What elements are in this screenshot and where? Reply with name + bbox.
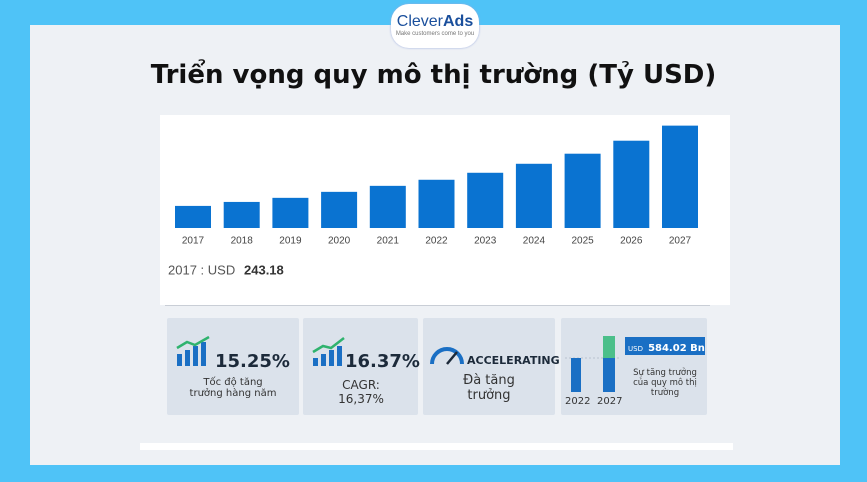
logo-name: Ads bbox=[443, 13, 474, 30]
bar bbox=[564, 153, 601, 228]
divider bbox=[165, 305, 710, 306]
bar bbox=[662, 125, 698, 228]
bar bbox=[321, 191, 358, 228]
bar bbox=[613, 140, 650, 228]
icon bbox=[176, 336, 210, 366]
card-label: Tốc độ tăng trưởng hàng năm bbox=[189, 377, 277, 399]
chart-title: Triển vọng quy mô thị trường (Tỷ USD) bbox=[150, 60, 717, 90]
logo: CleverAds Make customers come to you bbox=[391, 4, 479, 48]
card-year: 2022 bbox=[565, 396, 591, 407]
icon bbox=[312, 337, 345, 366]
bar bbox=[467, 172, 504, 228]
x-tick-label: 2023 bbox=[474, 236, 497, 247]
icon bbox=[565, 336, 621, 392]
card: 16.37% CAGR: 16,37% bbox=[303, 318, 420, 415]
x-tick-label: 2017 bbox=[182, 236, 205, 247]
logo-name: Clever bbox=[396, 13, 443, 30]
card-value: 15.25% bbox=[215, 351, 290, 372]
card-value: 16.37% bbox=[345, 351, 420, 372]
x-tick-label: 2025 bbox=[571, 236, 594, 247]
summary-label: 2017 : USD bbox=[168, 262, 235, 277]
logo-tagline: Make customers come to you bbox=[395, 31, 475, 37]
badge: USD 584.02 Bn bbox=[625, 337, 705, 355]
x-tick-label: 2027 bbox=[669, 236, 692, 247]
badge-value: 584.02 Bn bbox=[648, 343, 705, 354]
chart: 2017 : USD 243.18 2017 2018 2019 2020 2021 20… bbox=[168, 125, 698, 277]
card: ACCELERATING Đà tăng trưởng bbox=[423, 318, 560, 415]
bar bbox=[418, 179, 455, 228]
x-tick-label: 2019 bbox=[279, 236, 302, 247]
bar bbox=[175, 205, 211, 228]
x-tick-label: 2026 bbox=[620, 236, 643, 247]
x-tick-label: 2018 bbox=[231, 236, 254, 247]
x-tick-label: 2024 bbox=[523, 236, 546, 247]
card: 15.25% Tốc độ tăng trưởng hàng năm bbox=[167, 318, 299, 415]
bar bbox=[369, 185, 406, 228]
bar bbox=[515, 163, 552, 228]
icon bbox=[430, 347, 464, 365]
x-tick-label: 2020 bbox=[328, 236, 351, 247]
summary-value: 243.18 bbox=[244, 262, 284, 277]
card: 2022 2027 USD 584.02 Bn Sự tăng trưởng c… bbox=[561, 318, 707, 415]
x-tick-label: 2022 bbox=[425, 236, 448, 247]
card-label: Sự tăng trưởng của quy mô thị trường bbox=[633, 368, 697, 398]
badge-unit: USD bbox=[628, 345, 643, 353]
card-year: 2027 bbox=[597, 396, 623, 407]
chart-area: 2017 : USD 243.18 2017 2018 2019 2020 2021 20… bbox=[160, 115, 730, 305]
card-value: ACCELERATING bbox=[467, 354, 560, 367]
card-label: CAGR: 16,37% bbox=[338, 378, 384, 406]
bar bbox=[223, 201, 260, 228]
strip bbox=[140, 443, 733, 450]
bar bbox=[272, 197, 309, 228]
card-label: Đà tăng trưởng bbox=[463, 373, 515, 403]
x-tick-label: 2021 bbox=[377, 236, 400, 247]
